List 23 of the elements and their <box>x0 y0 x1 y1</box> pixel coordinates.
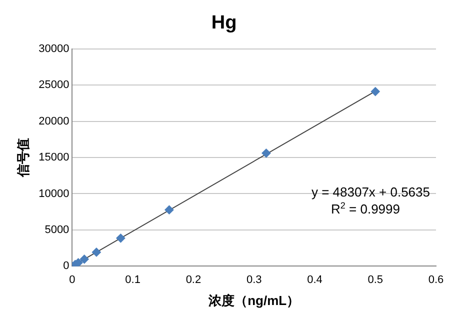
y-tick-label: 5000 <box>44 224 70 236</box>
point <box>164 205 174 214</box>
y-axis-title: 信号值 <box>15 138 30 178</box>
point <box>370 87 380 96</box>
y-tick-label: 15000 <box>38 152 70 164</box>
y-tick-label: 20000 <box>38 115 70 128</box>
point <box>80 254 89 264</box>
x-tick-label: 0.2 <box>186 274 202 286</box>
point <box>116 234 126 243</box>
x-tick-label: 0.3 <box>246 274 262 286</box>
x-tick-label: 0.1 <box>125 274 140 286</box>
x-tick-label: 0.6 <box>428 274 444 286</box>
y-tick-label: 10000 <box>38 188 70 200</box>
x-tick-label: 0.5 <box>368 274 384 286</box>
annotation: y = 48307x + 0.5635 <box>311 184 430 200</box>
chart-title: Hg <box>211 12 237 34</box>
y-tick-label: 30000 <box>38 42 70 55</box>
x-tick-label: 0.4 <box>307 274 322 286</box>
y-tick-label: 0 <box>63 260 70 272</box>
x-axis-title: 浓度（ng/mL） <box>208 292 300 308</box>
y-tick-label: 25000 <box>38 79 70 92</box>
point <box>92 248 101 257</box>
point <box>262 148 271 158</box>
